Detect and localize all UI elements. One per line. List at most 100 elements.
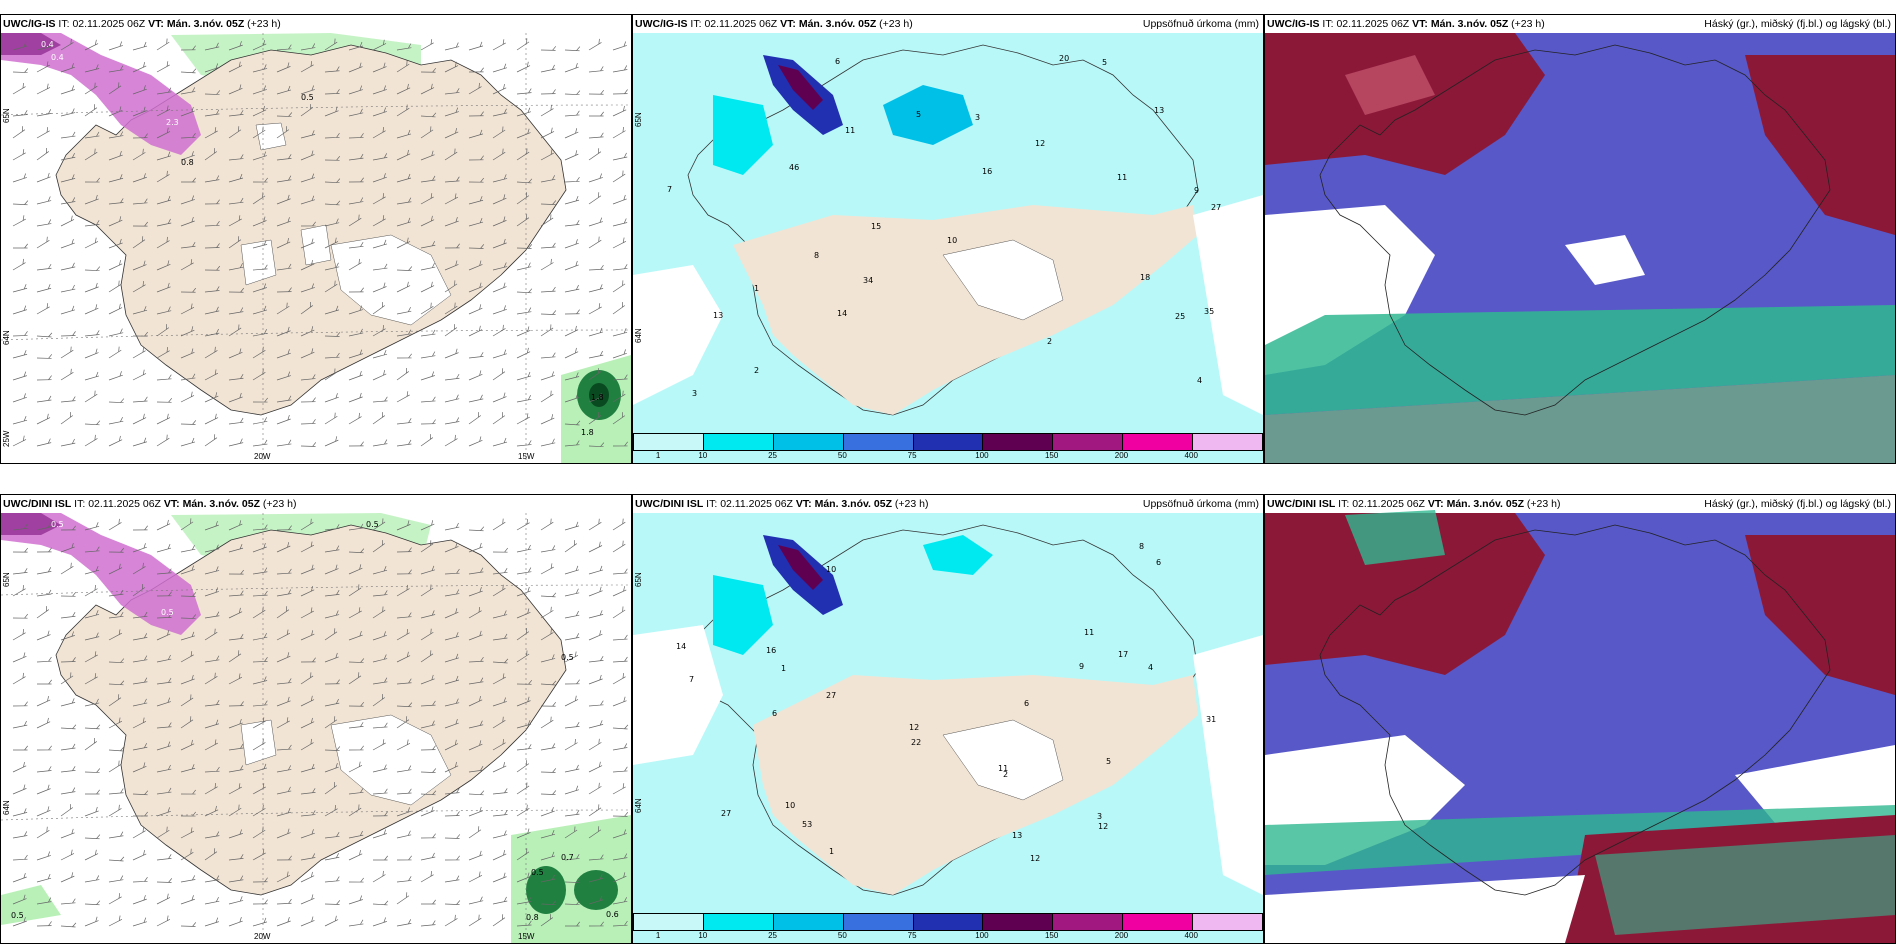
wind-barb <box>132 369 147 381</box>
wind-barb <box>204 700 220 707</box>
svg-text:2.3: 2.3 <box>166 118 179 127</box>
panel-title: Uppsöfnuð úrkoma (mm) <box>1142 18 1259 30</box>
wind-barb <box>492 349 508 359</box>
wind-barb <box>84 768 101 773</box>
wind-barb <box>180 518 194 531</box>
wind-barb <box>564 521 580 531</box>
wind-barb <box>612 89 628 95</box>
wind-barb <box>444 542 459 553</box>
wind-barb <box>564 722 580 729</box>
wind-barb <box>588 89 605 95</box>
colorbar-label: 50 <box>837 451 847 460</box>
wind-barb <box>12 613 29 619</box>
wind-barb <box>468 111 484 117</box>
wind-barb <box>588 518 602 531</box>
wind-barb <box>156 878 173 883</box>
wind-barb <box>468 260 483 271</box>
wind-barb <box>300 894 315 905</box>
wind-barb <box>324 412 338 425</box>
wind-barb <box>12 745 28 751</box>
wind-barb <box>492 762 507 773</box>
colorbar-label: 25 <box>768 931 777 940</box>
wind-barb <box>204 805 219 817</box>
wind-barb <box>540 414 555 425</box>
wind-barb <box>348 392 363 403</box>
wind-barb <box>84 39 99 51</box>
wind-barb <box>588 761 603 773</box>
wind-barb <box>276 828 291 839</box>
wind-barb <box>420 351 436 359</box>
wind-barb <box>612 656 628 663</box>
wind-barb <box>612 829 627 839</box>
wind-barb <box>324 900 341 905</box>
wind-barb <box>300 259 315 271</box>
wind-barb <box>348 153 364 161</box>
wind-barb <box>444 900 461 905</box>
wind-barb <box>180 241 196 249</box>
wind-barb <box>204 766 220 773</box>
svg-text:0.5: 0.5 <box>366 520 379 529</box>
wind-barb <box>516 262 532 271</box>
wind-barb <box>132 895 147 905</box>
wind-barb <box>492 584 506 597</box>
wind-barb <box>132 148 146 161</box>
wind-barb <box>516 872 531 883</box>
wind-barb <box>84 330 100 337</box>
wind-barb <box>612 586 627 597</box>
wind-barb <box>180 391 195 403</box>
wind-barb <box>348 658 365 663</box>
wind-barb <box>444 855 460 861</box>
wind-barb <box>180 827 195 839</box>
wind-barb <box>84 566 100 575</box>
precip-value: 13 <box>1012 831 1022 840</box>
panel-title: Háský (gr.), miðský (fj.bl.) og lágský (… <box>1704 498 1891 510</box>
wind-barb <box>444 148 458 161</box>
wind-barb <box>132 633 148 641</box>
wind-barb <box>444 61 459 73</box>
wind-barb <box>276 62 291 73</box>
wind-barb <box>36 874 52 883</box>
wind-barb <box>228 287 245 293</box>
wind-barb <box>516 608 531 619</box>
wind-barb <box>540 790 557 795</box>
wind-barb <box>468 394 484 403</box>
wind-barb <box>156 105 171 117</box>
wind-barb <box>108 746 125 752</box>
wind-barb <box>564 128 579 139</box>
wind-barb <box>420 434 434 447</box>
wind-barb <box>444 128 459 139</box>
wind-barb <box>516 628 530 641</box>
colorbar-swatch <box>634 914 704 930</box>
colorbar-swatch <box>773 914 844 930</box>
wind-barb <box>204 42 220 51</box>
wind-barb <box>36 375 52 381</box>
wind-barb <box>348 349 363 359</box>
panel-title: Uppsöfnuð úrkoma (mm) <box>1142 498 1259 510</box>
wind-barb <box>396 678 412 685</box>
wind-barb <box>372 173 387 183</box>
svg-text:0.5: 0.5 <box>561 653 574 662</box>
wind-barb <box>300 348 315 359</box>
wind-barb <box>516 440 532 447</box>
wind-barb <box>12 215 26 227</box>
wind-barb <box>396 439 412 447</box>
wind-barb <box>372 153 388 161</box>
wind-barb <box>108 612 124 619</box>
wind-barb <box>132 396 148 403</box>
wind-barb <box>36 354 53 359</box>
wind-barb <box>132 133 148 139</box>
wind-barb <box>564 878 581 883</box>
wind-barb <box>444 176 460 183</box>
wind-barb <box>420 83 435 95</box>
wind-barb <box>612 41 627 51</box>
wind-barb <box>564 921 580 927</box>
wind-barb <box>60 804 74 817</box>
wind-barb <box>420 67 437 73</box>
wind-barb <box>108 589 124 597</box>
svg-text:0.7: 0.7 <box>561 853 574 862</box>
wind-barb <box>12 652 27 663</box>
wind-barb <box>276 717 290 729</box>
wind-barb <box>612 126 626 139</box>
wind-barb <box>252 567 268 575</box>
lat-label: 64N <box>634 798 643 813</box>
